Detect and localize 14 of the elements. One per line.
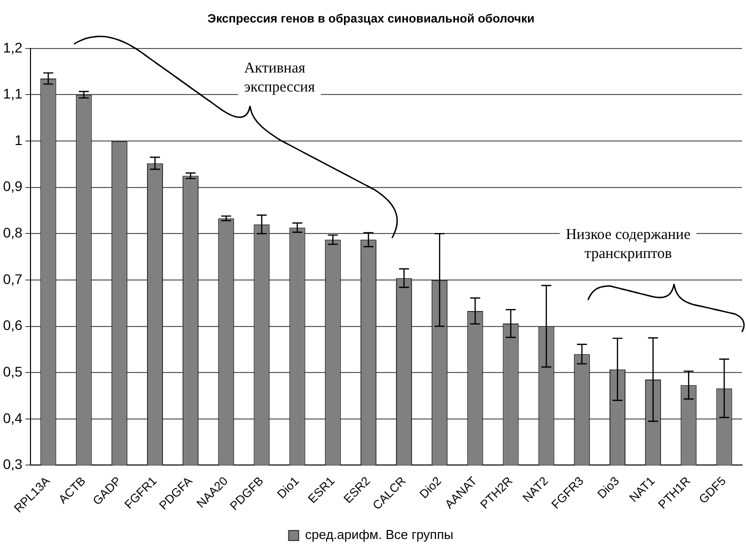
y-tick-label: 0,7 bbox=[2, 270, 23, 287]
y-tick-label: 0,9 bbox=[2, 178, 23, 194]
y-tick-label: 1,2 bbox=[2, 39, 23, 56]
annotation: Активная экспрессия bbox=[244, 60, 316, 96]
annotation: Низкое содержание транскриптов bbox=[566, 227, 691, 262]
y-tick-label: 1,1 bbox=[2, 86, 23, 102]
legend-label: сред.арифм. Все группы bbox=[305, 527, 454, 542]
y-tick-label: 0,3 bbox=[2, 456, 23, 472]
y-tick-label: 1 bbox=[14, 132, 23, 148]
chart-title: Экспрессия генов в образцах синовиальной оболочки bbox=[208, 12, 534, 26]
y-tick-label: 0,8 bbox=[2, 224, 23, 241]
y-tick-label: 0,6 bbox=[2, 317, 23, 334]
y-tick-label: 0,4 bbox=[2, 410, 23, 426]
y-tick-label: 0,5 bbox=[2, 363, 23, 380]
